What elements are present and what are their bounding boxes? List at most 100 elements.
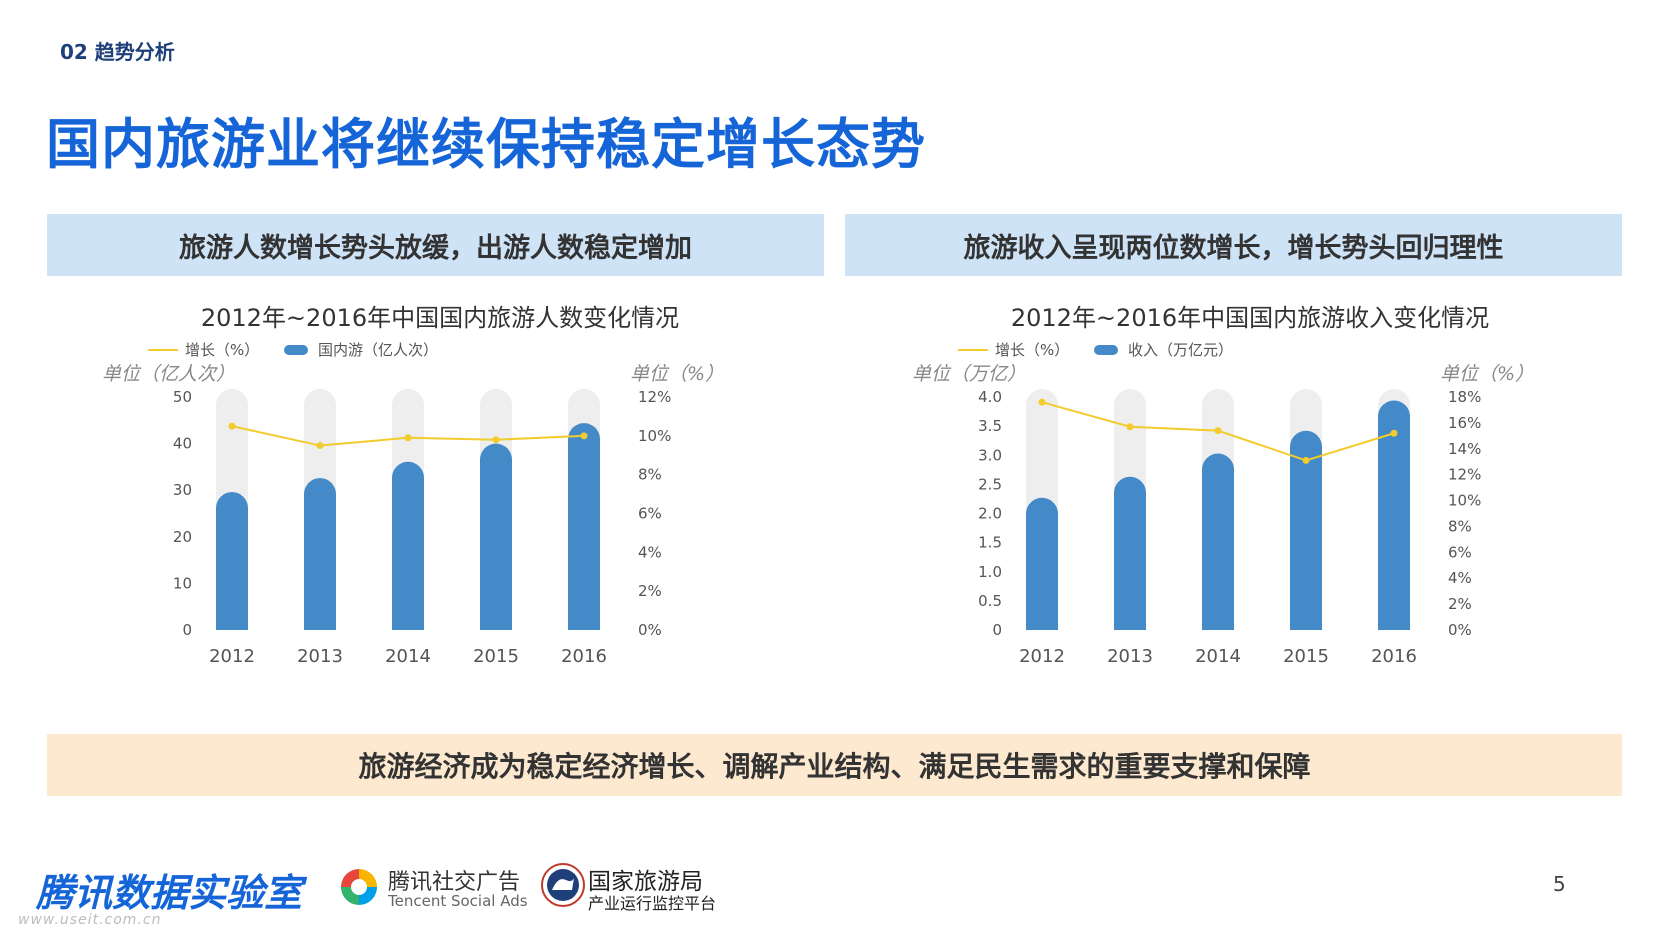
legend-bar-swatch <box>1094 345 1118 355</box>
bottom-banner: 旅游经济成为稳定经济增长、调解产业结构、满足民生需求的重要支撑和保障 <box>47 734 1622 796</box>
right-tick-label: 4% <box>1448 569 1472 587</box>
bar <box>216 492 248 630</box>
tourism-revenue-chart-svg: 增长（%） 收入（万亿元） 单位（万亿） 单位（%） 0 0.5 1.0 1.5 2.0 2.5 3… <box>912 341 1534 667</box>
tourism-bureau-name: 国家旅游局 <box>588 869 703 895</box>
bar-base <box>304 614 336 630</box>
category-label: 2015 <box>473 646 519 667</box>
left-tick-label: 2.5 <box>978 475 1002 493</box>
left-tick-label: 0 <box>182 621 192 639</box>
growth-point <box>404 434 412 442</box>
tourism-revenue-chart: 2012年~2016年中国国内旅游收入变化情况 增长（%） 收入（万亿元） 单位（万… <box>870 290 1630 720</box>
bar <box>480 443 512 630</box>
bar-base <box>1114 614 1146 630</box>
legend-label: 收入（万亿元） <box>1128 341 1233 359</box>
category-label: 2015 <box>1283 646 1329 667</box>
left-tick-label: 20 <box>173 528 192 546</box>
growth-point <box>1038 398 1046 406</box>
left-tick-label: 1.5 <box>978 534 1002 552</box>
growth-point <box>1390 429 1398 437</box>
left-tick-label: 0 <box>992 621 1002 639</box>
left-tick-label: 10 <box>173 574 192 592</box>
bar-base <box>392 614 424 630</box>
bar <box>304 478 336 630</box>
right-axis-unit: 单位（%） <box>630 363 724 385</box>
right-banner: 旅游收入呈现两位数增长，增长势头回归理性 <box>845 214 1622 276</box>
category-label: 2014 <box>1195 646 1241 667</box>
page-number: 5 <box>1553 872 1566 896</box>
bar-base <box>1290 614 1322 630</box>
tencent-social-ads-cn: 腾讯社交广告 <box>388 870 521 895</box>
left-tick-label: 2.0 <box>978 505 1002 523</box>
left-tick-label: 3.5 <box>978 417 1002 435</box>
tencent-social-ads-en: Tencent Social Ads <box>388 892 528 910</box>
page-title: 国内旅游业将继续保持稳定增长态势 <box>46 113 926 176</box>
tourist-count-chart: 2012年~2016年中国国内旅游人数变化情况 增长（%） 国内游（亿人次） 单位（… <box>60 290 820 720</box>
right-tick-label: 6% <box>1448 543 1472 561</box>
growth-point <box>1126 423 1134 431</box>
category-label: 2016 <box>561 646 607 667</box>
growth-point <box>492 436 500 444</box>
left-banner: 旅游人数增长势头放缓，出游人数稳定增加 <box>47 214 824 276</box>
bar-base <box>1378 614 1410 630</box>
category-label: 2012 <box>1019 646 1065 667</box>
bar-base <box>1202 614 1234 630</box>
right-tick-label: 2% <box>1448 595 1472 613</box>
bar-base <box>1026 614 1058 630</box>
tourist-count-chart-svg: 增长（%） 国内游（亿人次） 单位（亿人次） 单位（%） 0 10 20 30 40 50 0% 2%… <box>102 341 724 667</box>
right-tick-label: 10% <box>1448 492 1481 510</box>
tencent-data-lab-logo: 腾讯数据实验室 <box>36 871 303 915</box>
right-axis-unit: 单位（%） <box>1440 363 1534 385</box>
right-tick-label: 14% <box>1448 440 1481 458</box>
legend-label: 国内游（亿人次） <box>318 341 438 359</box>
left-tick-label: 50 <box>173 388 192 406</box>
bar <box>1114 476 1146 630</box>
bar <box>1290 430 1322 630</box>
right-tick-label: 6% <box>638 505 662 523</box>
growth-point <box>228 422 236 430</box>
legend-label: 增长（%） <box>995 341 1069 359</box>
tourism-bureau-emblem-icon <box>541 863 585 907</box>
bar <box>392 461 424 630</box>
growth-point <box>316 442 324 450</box>
chart-title: 2012年~2016年中国国内旅游收入变化情况 <box>1010 304 1490 332</box>
bar <box>568 423 600 630</box>
growth-point <box>1302 456 1310 464</box>
category-label: 2013 <box>297 646 343 667</box>
category-label: 2013 <box>1107 646 1153 667</box>
right-tick-label: 12% <box>638 388 671 406</box>
right-tick-label: 18% <box>1448 388 1481 406</box>
left-tick-label: 30 <box>173 481 192 499</box>
category-label: 2016 <box>1371 646 1417 667</box>
growth-point <box>580 432 588 440</box>
category-label: 2012 <box>209 646 255 667</box>
left-tick-label: 4.0 <box>978 388 1002 406</box>
right-tick-label: 4% <box>638 543 662 561</box>
legend-bar-swatch <box>284 345 308 355</box>
bar <box>1202 453 1234 630</box>
bar-base <box>480 614 512 630</box>
category-label: 2014 <box>385 646 431 667</box>
watermark: www.useit.com.cn <box>18 912 162 928</box>
chart-title: 2012年~2016年中国国内旅游人数变化情况 <box>200 304 680 332</box>
right-tick-label: 16% <box>1448 414 1481 432</box>
bar <box>1026 497 1058 630</box>
right-tick-label: 0% <box>1448 621 1472 639</box>
right-tick-label: 10% <box>638 427 671 445</box>
right-tick-label: 8% <box>1448 517 1472 535</box>
bar-base <box>216 614 248 630</box>
left-tick-label: 40 <box>173 435 192 453</box>
tourism-bureau-platform: 产业运行监控平台 <box>588 894 717 913</box>
section-label: 02 趋势分析 <box>60 40 175 64</box>
right-tick-label: 8% <box>638 466 662 484</box>
legend-label: 增长（%） <box>185 341 259 359</box>
left-axis-unit: 单位（万亿） <box>912 363 1026 385</box>
right-tick-label: 12% <box>1448 466 1481 484</box>
growth-point <box>1214 427 1222 435</box>
left-tick-label: 3.0 <box>978 446 1002 464</box>
left-tick-label: 0.5 <box>978 592 1002 610</box>
right-tick-label: 0% <box>638 621 662 639</box>
left-tick-label: 1.0 <box>978 563 1002 581</box>
left-axis-unit: 单位（亿人次） <box>102 363 235 385</box>
tencent-social-ads-icon <box>341 869 377 905</box>
bar-base <box>568 614 600 630</box>
